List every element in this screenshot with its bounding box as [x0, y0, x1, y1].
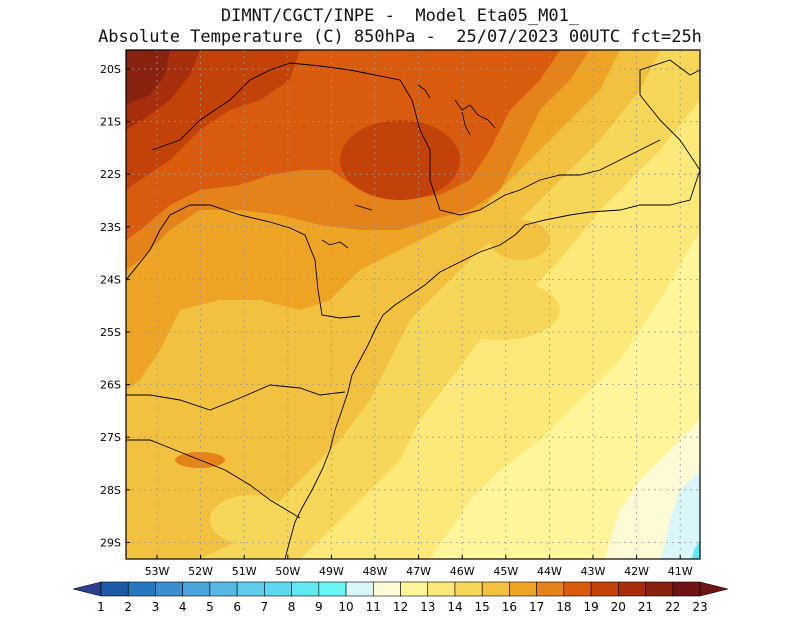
colorbar-segment	[563, 581, 592, 597]
colorbar-label: 23	[692, 600, 707, 614]
lon-tick-label: 42W	[624, 565, 649, 578]
lon-tick-label: 44W	[537, 565, 562, 578]
latitude-labels: 20S 21S 22S 23S 24S 25S 26S 27S 28S 29S	[100, 63, 130, 549]
colorbar-segment	[318, 581, 347, 597]
colorbar-segment	[400, 581, 429, 597]
colorbar-segment	[182, 581, 211, 597]
lat-tick-label: 24S	[100, 273, 121, 286]
lon-tick-label: 52W	[188, 565, 213, 578]
colorbar-segment	[127, 581, 156, 597]
colorbar-label: 15	[475, 600, 490, 614]
lon-tick-label: 43W	[581, 565, 606, 578]
lon-tick-label: 41W	[668, 565, 693, 578]
temp-blob	[490, 220, 550, 260]
colorbar-label: 1	[97, 600, 105, 614]
colorbar-segment	[618, 581, 646, 597]
colorbar-segment	[590, 581, 619, 597]
lon-tick-label: 47W	[406, 565, 431, 578]
temp-blob	[210, 495, 290, 545]
colorbar-segment	[427, 581, 456, 597]
colorbar	[72, 581, 729, 597]
colorbar-segment	[645, 581, 674, 597]
coastline-and-borders	[126, 59, 700, 559]
colorbar-segment	[672, 581, 701, 597]
colorbar-label: 18	[556, 600, 571, 614]
lon-tick-label: 49W	[319, 565, 344, 578]
colorbar-label: 11	[366, 600, 381, 614]
lat-tick-label: 26S	[100, 379, 121, 392]
colorbar-segment	[454, 581, 483, 597]
lat-tick-label: 28S	[100, 484, 121, 497]
colorbar-labels: 1 2 3 4 5 6 7 8 9 10 11 12 13 14 15 16 17 18 19 20 21 22 23	[97, 600, 707, 614]
temp-band-13	[430, 230, 700, 559]
colorbar-low-arrow	[72, 581, 102, 597]
lat-tick-label: 20S	[100, 63, 121, 76]
lat-tick-label: 27S	[100, 431, 121, 444]
colorbar-segment	[372, 581, 401, 597]
colorbar-segment	[509, 581, 537, 597]
colorbar-label: 8	[288, 600, 296, 614]
reservoirs	[321, 84, 496, 249]
lat-tick-label: 22S	[100, 168, 121, 181]
colorbar-segment	[100, 581, 129, 597]
lat-tick-label: 29S	[100, 536, 121, 549]
temp-band-22	[126, 50, 170, 105]
colorbar-label: 10	[338, 600, 353, 614]
chart-title-line2: Absolute Temperature (C) 850hPa - 25/07/…	[98, 27, 702, 47]
temp-blob	[340, 120, 460, 200]
colorbar-label: 2	[124, 600, 132, 614]
colorbar-label: 7	[261, 600, 269, 614]
colorbar-label: 22	[665, 600, 680, 614]
lat-tick-label: 21S	[100, 116, 121, 129]
lat-tick-label: 25S	[100, 326, 121, 339]
colorbar-segment	[291, 581, 320, 597]
colorbar-label: 20	[611, 600, 626, 614]
colorbar-label: 21	[638, 600, 653, 614]
colorbar-label: 14	[447, 600, 462, 614]
chart-title-line1: DIMNT/CGCT/INPE - Model Eta05_M01_	[220, 6, 580, 26]
colorbar-label: 9	[315, 600, 323, 614]
lon-tick-label: 53W	[145, 565, 170, 578]
temp-blob	[440, 280, 560, 340]
lon-tick-label: 45W	[493, 565, 518, 578]
temp-band-10	[660, 470, 700, 559]
colorbar-label: 17	[529, 600, 544, 614]
colorbar-high-arrow	[699, 581, 729, 597]
colorbar-segment	[155, 581, 183, 597]
lon-tick-label: 50W	[275, 565, 300, 578]
plot-frame	[125, 49, 701, 560]
colorbar-label: 19	[583, 600, 598, 614]
colorbar-segment	[264, 581, 292, 597]
lon-tick-label: 51W	[232, 565, 257, 578]
colorbar-label: 6	[233, 600, 241, 614]
colorbar-segment	[345, 581, 374, 597]
colorbar-segment	[236, 581, 265, 597]
temperature-field	[126, 50, 700, 559]
colorbar-label: 5	[206, 600, 214, 614]
colorbar-segment	[209, 581, 238, 597]
colorbar-label: 4	[179, 600, 187, 614]
colorbar-label: 16	[502, 600, 517, 614]
temp-band-9	[692, 540, 700, 559]
lon-tick-label: 46W	[450, 565, 475, 578]
longitude-labels: 53W 52W 51W 50W 49W 48W 47W 46W 45W 44W 43W 42W 41W	[145, 555, 693, 578]
colorbar-segment	[536, 581, 565, 597]
lat-tick-label: 23S	[100, 221, 121, 234]
colorbar-label: 3	[152, 600, 160, 614]
colorbar-label: 13	[420, 600, 435, 614]
graticule	[126, 50, 700, 559]
temp-blob	[560, 260, 640, 380]
lon-tick-label: 48W	[363, 565, 388, 578]
colorbar-segment	[481, 581, 510, 597]
colorbar-label: 12	[393, 600, 408, 614]
